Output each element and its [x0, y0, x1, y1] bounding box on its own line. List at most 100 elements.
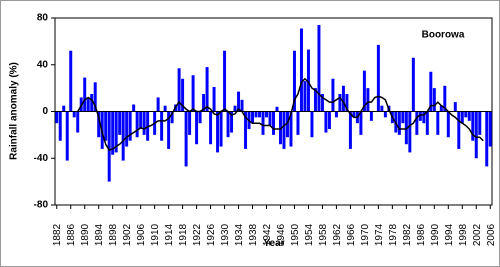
- x-tick-label: 1962: [332, 223, 343, 246]
- bar: [128, 111, 132, 141]
- bar: [404, 111, 408, 145]
- annotation: Boorowa: [422, 30, 465, 41]
- bar: [62, 105, 66, 112]
- x-tick-label: 1994: [444, 223, 455, 246]
- bar: [90, 93, 94, 112]
- bar: [401, 111, 405, 124]
- bar: [135, 111, 139, 138]
- x-tick-label: 1986: [416, 223, 427, 246]
- bar: [156, 97, 160, 112]
- bar: [177, 68, 181, 112]
- bar: [191, 75, 195, 112]
- bar: [188, 111, 192, 135]
- bar: [170, 111, 174, 124]
- bar: [362, 70, 366, 112]
- bar: [415, 111, 419, 135]
- bar: [254, 111, 258, 118]
- x-tick-label: 1914: [164, 223, 175, 246]
- bar: [97, 111, 101, 138]
- bar: [83, 77, 87, 112]
- x-tick-label: 1886: [66, 223, 77, 246]
- bar: [237, 91, 241, 112]
- bar: [275, 106, 279, 112]
- bar: [436, 111, 440, 135]
- x-tick-label: 1954: [304, 223, 315, 246]
- x-tick-label: 1934: [234, 223, 245, 246]
- bar: [310, 111, 314, 138]
- x-tick-label: 1902: [122, 223, 133, 246]
- bar: [69, 50, 73, 112]
- bar: [474, 111, 478, 159]
- y-tick-label: -80: [34, 200, 49, 211]
- bar: [299, 28, 303, 112]
- bar: [422, 111, 426, 124]
- bar: [265, 111, 268, 118]
- bar: [202, 93, 206, 112]
- trend-line: [77, 77, 484, 151]
- bar: [324, 111, 328, 133]
- x-tick-label: 1982: [402, 223, 413, 246]
- bar: [125, 111, 129, 147]
- bar: [104, 111, 108, 141]
- bar: [320, 93, 324, 112]
- bar: [240, 99, 244, 112]
- bar: [279, 111, 282, 145]
- x-tick-label: 1970: [360, 223, 371, 246]
- bar: [258, 111, 262, 118]
- bar: [55, 111, 59, 124]
- y-axis-label: Rainfall anomaly (%): [9, 62, 20, 160]
- x-tick-label: 1942: [262, 223, 273, 246]
- bar: [376, 44, 380, 112]
- x-tick-label: 1926: [206, 223, 217, 246]
- bar: [268, 111, 272, 126]
- bar: [460, 111, 464, 124]
- bar: [478, 111, 482, 135]
- x-tick-label: 1922: [192, 223, 203, 246]
- bar: [313, 88, 317, 112]
- bar: [296, 111, 300, 135]
- x-tick-label: 1898: [108, 223, 119, 246]
- bar: [439, 105, 443, 112]
- x-tick-label: 1958: [318, 223, 329, 246]
- bar: [72, 111, 76, 118]
- bar: [219, 111, 223, 147]
- bar: [352, 111, 356, 118]
- bar: [359, 111, 363, 135]
- x-tick-label: 1894: [94, 223, 105, 246]
- bar: [272, 111, 275, 135]
- bar: [341, 85, 345, 112]
- bar: [121, 111, 125, 161]
- x-tick-label: 2002: [472, 223, 483, 246]
- bar: [184, 111, 188, 167]
- bar: [65, 111, 69, 161]
- x-tick-label: 1882: [52, 223, 63, 246]
- x-tick-label: 1906: [136, 223, 147, 246]
- bar: [418, 111, 422, 121]
- bar: [292, 50, 296, 112]
- bar: [223, 50, 227, 112]
- bar: [411, 57, 415, 112]
- bar: [118, 111, 122, 135]
- x-tick-label: 1950: [290, 223, 301, 246]
- x-tick-label: 1938: [248, 223, 259, 246]
- bar: [425, 111, 429, 135]
- bar: [142, 111, 146, 135]
- bar: [163, 105, 167, 112]
- bar: [443, 85, 447, 112]
- bar: [107, 111, 111, 182]
- bar: [366, 88, 370, 112]
- x-tick-label: 1990: [430, 223, 441, 246]
- bar: [383, 111, 387, 118]
- bar: [86, 97, 90, 112]
- bar: [327, 111, 331, 130]
- bar: [205, 67, 209, 112]
- bar: [111, 111, 115, 155]
- x-tick-label: 1966: [346, 223, 357, 246]
- bar: [198, 111, 202, 124]
- bar: [369, 111, 373, 121]
- bar: [233, 105, 237, 112]
- x-tick-label: 1974: [374, 223, 385, 246]
- bar: [216, 111, 220, 153]
- x-tick-label: 2006: [486, 223, 497, 246]
